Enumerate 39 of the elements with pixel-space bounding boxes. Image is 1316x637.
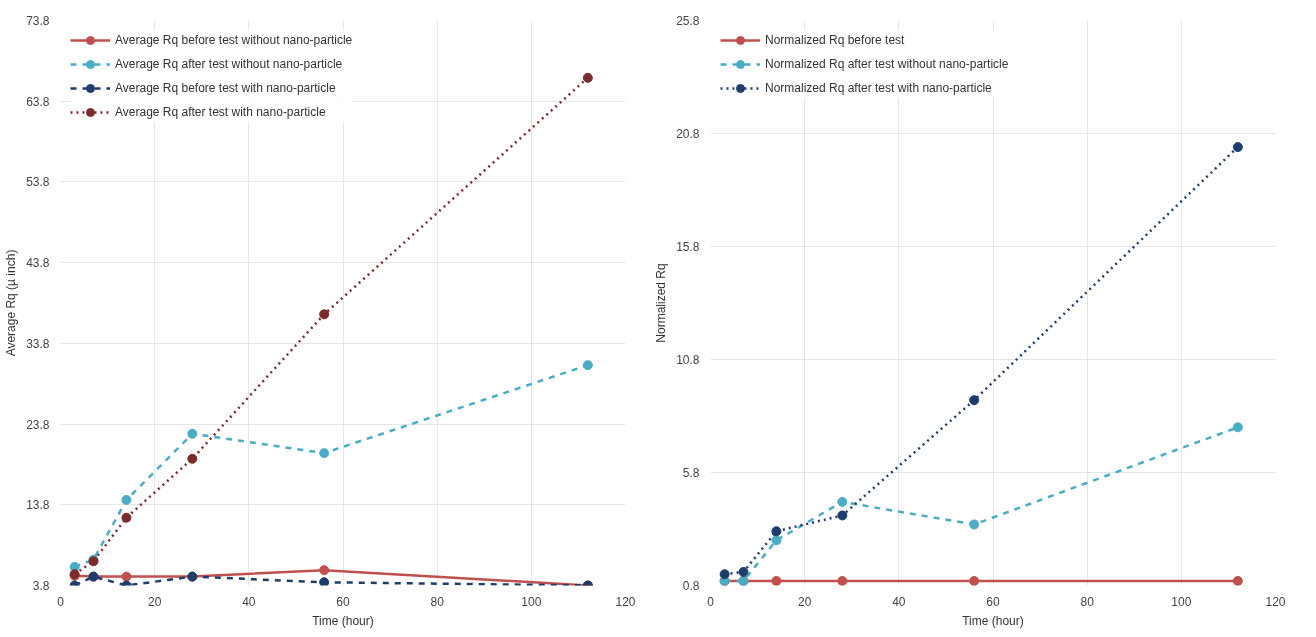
legend-label: Normalized Rq before test xyxy=(765,33,905,47)
y-tick-label: 0.8 xyxy=(682,579,700,593)
x-tick-label: 60 xyxy=(986,594,1000,609)
x-tick-label: 0 xyxy=(707,594,715,609)
legend-label: Normalized Rq after test with nano-particle xyxy=(765,81,992,95)
legend-label: Average Rq before test without nano-particle xyxy=(115,33,353,47)
y-tick-label: 73.8 xyxy=(26,14,50,28)
x-tick-label: 100 xyxy=(521,594,542,609)
x-axis-title: Time (hour) xyxy=(962,613,1024,628)
x-tick-label: 60 xyxy=(336,594,350,609)
y-tick-label: 43.8 xyxy=(26,256,50,271)
y-tick-label: 13.8 xyxy=(26,498,50,513)
x-tick-label: 40 xyxy=(242,594,256,609)
y-tick-label: 63.8 xyxy=(26,94,50,109)
x-tick-label: 40 xyxy=(892,594,906,609)
legend-label: Average Rq after test without nano-particle xyxy=(115,57,343,71)
x-tick-label: 120 xyxy=(615,594,636,609)
x-axis-title: Time (hour) xyxy=(312,613,374,628)
x-tick-label: 0 xyxy=(57,594,65,609)
y-tick-label: 53.8 xyxy=(26,175,50,190)
y-tick-label: 10.8 xyxy=(676,353,700,367)
x-tick-label: 80 xyxy=(1080,594,1095,609)
y-tick-label: 5.8 xyxy=(682,466,700,480)
y-tick-label: 20.8 xyxy=(676,127,700,141)
x-tick-label: 20 xyxy=(797,594,812,609)
y-tick-label: 33.8 xyxy=(26,336,50,351)
legend-label: Normalized Rq after test without nano-particle xyxy=(765,57,1009,71)
y-tick-label: 23.8 xyxy=(26,417,50,432)
y-tick-label: 25.8 xyxy=(676,14,700,28)
y-axis-title: Average Rq (µ inch) xyxy=(4,249,19,357)
x-tick-label: 20 xyxy=(147,594,162,609)
legend-label: Average Rq before test with nano-particle xyxy=(115,81,336,95)
y-tick-label: 3.8 xyxy=(32,579,50,593)
y-tick-label: 15.8 xyxy=(676,240,700,254)
x-tick-label: 120 xyxy=(1265,594,1286,609)
y-axis-title: Normalized Rq xyxy=(654,263,669,343)
legend-label: Average Rq after test with nano-particle xyxy=(115,105,326,119)
x-tick-label: 100 xyxy=(1171,594,1192,609)
x-tick-label: 80 xyxy=(430,594,445,609)
